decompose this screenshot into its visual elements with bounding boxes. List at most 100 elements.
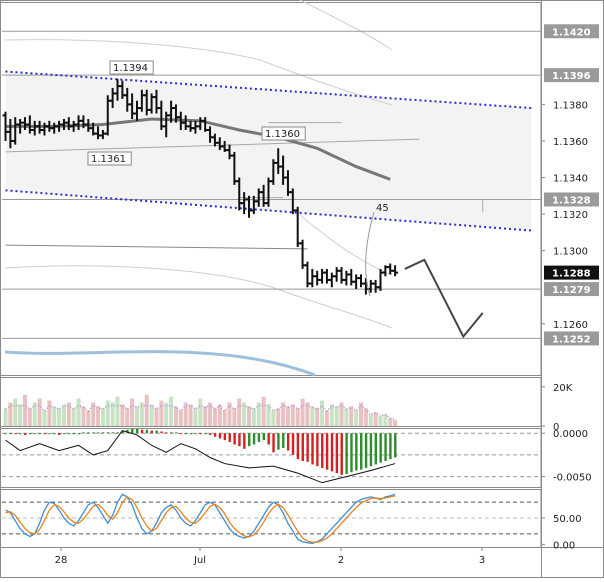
macd-histogram-bar — [116, 432, 119, 434]
volume-bar — [96, 406, 101, 426]
volume-bar — [86, 410, 91, 426]
volume-bar — [3, 408, 8, 426]
volume-bar — [100, 408, 105, 426]
macd-histogram-bar — [92, 432, 95, 434]
macd-histogram-bar — [14, 433, 17, 435]
macd-histogram-bar — [306, 433, 309, 462]
macd-histogram-bar — [53, 433, 56, 435]
volume-bar — [324, 410, 329, 426]
angle-arc — [365, 211, 375, 297]
forecast-path-line — [404, 258, 484, 339]
macd-histogram-bar — [355, 433, 358, 471]
price-tick-label: 1.1260 — [553, 320, 588, 331]
volume-bar — [188, 404, 193, 426]
macd-histogram-bar — [194, 433, 197, 435]
volume-bar — [169, 396, 174, 426]
volume-bar — [354, 410, 359, 426]
macd-histogram-bar — [140, 429, 144, 434]
volume-bar — [222, 410, 227, 426]
volume-bar — [198, 398, 203, 426]
macd-signal-line — [5, 430, 396, 484]
macd-histogram-bar — [145, 429, 149, 434]
volume-bar — [339, 402, 344, 426]
volume-bar — [359, 402, 364, 426]
volume-bar — [115, 396, 120, 426]
macd-histogram-bar — [360, 433, 363, 470]
volume-bar — [110, 402, 115, 426]
current-price-tag: 1.1288 — [552, 269, 591, 280]
macd-histogram-bar — [296, 433, 300, 460]
volume-bar — [373, 412, 378, 426]
macd-histogram-bar — [277, 433, 280, 450]
volume-bar — [310, 406, 315, 426]
volume-bar — [242, 402, 247, 426]
time-tick-label: 3 — [479, 555, 485, 566]
macd-histogram-bar — [28, 433, 32, 435]
volume-bar — [154, 408, 159, 426]
volume-bar — [251, 408, 256, 426]
volume-bar — [178, 410, 183, 426]
price-panel: 1.1394 1.1361 1.1360 45 — [2, 0, 541, 377]
price-tick-label: 1.1380 — [553, 100, 588, 111]
macd-histogram-bar — [389, 433, 392, 460]
macd-histogram-bar — [174, 432, 178, 434]
volume-bar — [173, 406, 178, 426]
volume-bar — [120, 404, 125, 426]
macd-histogram-bar — [218, 433, 222, 439]
volume-bar — [159, 400, 164, 426]
volume-bar — [183, 402, 188, 426]
volume-bar — [276, 408, 281, 426]
volume-bar — [368, 414, 373, 426]
trend-line-low — [5, 244, 308, 250]
stoch-tick-label: 50.00 — [553, 514, 582, 525]
volume-bar — [237, 398, 242, 426]
macd-histogram-bar — [111, 432, 115, 434]
price-tick-label: 1.1340 — [553, 174, 588, 185]
volume-average-line — [5, 404, 396, 421]
lower-band-curve — [4, 350, 316, 377]
level-tag-label: 1.1420 — [552, 27, 591, 38]
volume-bar — [57, 408, 62, 426]
volume-bar — [232, 408, 237, 426]
price-axis: 1.1380 1.1360 1.1340 1.1320 1.1300 1.1260 1.14… — [541, 24, 599, 346]
volume-bar — [32, 402, 37, 426]
macd-histogram-bar — [243, 433, 246, 449]
level-tag-bg — [544, 282, 599, 297]
macd-histogram-bar — [121, 431, 124, 434]
envelope-lower-line — [4, 265, 393, 329]
level-tag-label: 1.1396 — [552, 71, 591, 82]
volume-bar — [227, 402, 232, 426]
macd-histogram-bar — [150, 430, 153, 434]
volume-bar — [363, 408, 368, 426]
volume-tick-label: 0 — [553, 422, 559, 433]
macd-histogram-bar — [223, 433, 227, 441]
macd-histogram-bar — [33, 433, 37, 435]
macd-histogram-bar — [126, 429, 129, 434]
volume-bar — [388, 418, 393, 426]
volume-bar — [256, 402, 261, 426]
volume-bar — [315, 408, 320, 426]
volume-bar — [271, 410, 276, 426]
level-tag-bg — [544, 68, 599, 83]
level-tag-bg — [544, 331, 599, 346]
time-tick-label: 2 — [338, 555, 344, 566]
volume-bar — [349, 406, 354, 426]
volume-bar — [105, 400, 110, 426]
price-tick-label: 1.1360 — [553, 137, 588, 148]
volume-bar — [334, 406, 339, 426]
macd-histogram-bar — [282, 433, 285, 448]
volume-bar — [18, 404, 23, 426]
annotation-peak: 1.1360 — [265, 129, 300, 140]
volume-bar — [125, 408, 130, 426]
macd-histogram-bar — [257, 433, 261, 442]
macd-histogram-bar — [238, 433, 241, 447]
level-tag-bg — [544, 24, 599, 39]
macd-panel: 0.0000 -0.0050 — [2, 428, 592, 484]
volume-bar — [344, 408, 349, 426]
price-tick-label: 1.1320 — [553, 210, 588, 221]
macd-histogram-bar — [48, 433, 51, 435]
volume-bar — [42, 410, 47, 426]
macd-histogram-bar — [165, 432, 168, 434]
ohlc-bar — [392, 265, 399, 277]
